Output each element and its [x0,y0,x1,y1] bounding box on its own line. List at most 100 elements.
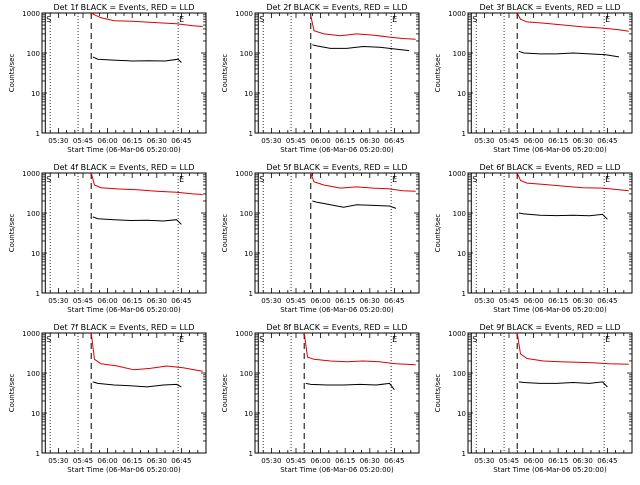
y-axis-label: Counts/sec [8,374,16,413]
y-tick-label: 1000 [448,10,466,18]
x-tick-label: 06:30 [360,297,380,305]
x-tick-label: 06:00 [98,457,118,465]
end-marker-label: E [392,15,397,24]
start-marker-label: S [472,335,477,344]
end-marker-label: E [179,15,184,24]
subplot-det-2f: Det 2f BLACK = Events, RED = LLD 1 10 100 10… [221,3,420,154]
x-tick-label: 06:15 [122,137,142,145]
y-tick-label: 1 [36,130,40,138]
x-tick-label: 06:45 [384,297,404,305]
series-line-events [92,56,182,63]
series-line-events [312,44,410,52]
subplot-title: Det 9f BLACK = Events, RED = LLD [479,323,620,332]
series-line-lld [516,332,629,365]
series-line-events [305,382,395,391]
series-line-lld [310,172,416,192]
y-tick-label: 1000 [235,10,253,18]
x-tick-label: 05:45 [286,137,306,145]
start-marker-label: S [46,335,51,344]
y-tick-label: 1 [36,290,40,298]
x-tick-label: 05:45 [73,457,93,465]
x-axis-label: Start Time (06-Mar-06 05:20:00) [280,306,394,314]
x-tick-label: 06:45 [597,137,617,145]
x-tick-label: 06:30 [147,457,167,465]
x-tick-label: 06:45 [171,137,191,145]
x-tick-label: 05:30 [474,137,494,145]
x-tick-label: 05:45 [286,457,306,465]
y-tick-label: 100 [453,50,466,58]
y-axis-label: Counts/sec [434,374,442,413]
plot-frame [467,12,633,134]
series-line-lld [310,15,416,40]
y-tick-label: 10 [244,90,253,98]
subplot-det-6f: Det 6f BLACK = Events, RED = LLD 1 10 100 10… [434,163,633,314]
series-line-lld [303,332,416,366]
plot-frame [467,332,633,454]
x-tick-label: 06:15 [122,297,142,305]
subplot-title: Det 2f BLACK = Events, RED = LLD [266,3,407,12]
plot-frame [41,172,207,294]
subplot-det-9f: Det 9f BLACK = Events, RED = LLD 1 10 100 10… [434,323,633,474]
x-tick-label: 05:30 [48,297,68,305]
y-tick-label: 1 [462,130,466,138]
y-axis-label: Counts/sec [221,214,229,253]
start-marker-label: S [46,175,51,184]
plot-frame [41,332,207,454]
x-tick-label: 05:30 [261,297,281,305]
y-tick-label: 1000 [22,10,40,18]
x-tick-label: 05:45 [73,297,93,305]
x-tick-label: 06:45 [384,457,404,465]
x-tick-label: 06:15 [548,297,568,305]
x-axis-label: Start Time (06-Mar-06 05:20:00) [280,466,394,474]
x-tick-label: 06:15 [335,137,355,145]
x-tick-label: 05:45 [499,297,519,305]
subplot-title: Det 1f BLACK = Events, RED = LLD [53,3,194,12]
x-axis-label: Start Time (06-Mar-06 05:20:00) [67,466,181,474]
x-tick-label: 06:00 [311,457,331,465]
end-marker-label: E [605,175,610,184]
y-tick-label: 10 [457,410,466,418]
y-tick-label: 100 [240,210,253,218]
y-tick-label: 1000 [235,170,253,178]
x-tick-label: 06:30 [360,137,380,145]
y-tick-label: 1 [36,450,40,458]
plot-frame [467,172,633,294]
y-tick-label: 100 [453,210,466,218]
subplot-title: Det 6f BLACK = Events, RED = LLD [479,163,620,172]
y-tick-label: 1000 [22,330,40,338]
start-marker-label: S [259,15,264,24]
x-tick-label: 05:30 [474,297,494,305]
x-tick-label: 05:45 [73,137,93,145]
x-tick-label: 05:30 [48,137,68,145]
series-line-events [518,212,608,220]
x-tick-label: 06:45 [597,457,617,465]
x-tick-label: 06:00 [524,297,544,305]
x-tick-label: 06:45 [171,457,191,465]
y-tick-label: 100 [453,370,466,378]
end-marker-label: E [392,335,397,344]
series-line-events [92,381,182,388]
y-tick-label: 1000 [235,330,253,338]
x-tick-label: 06:30 [147,137,167,145]
x-axis-label: Start Time (06-Mar-06 05:20:00) [67,306,181,314]
x-tick-label: 06:15 [548,457,568,465]
y-tick-label: 100 [240,50,253,58]
x-tick-label: 05:30 [261,457,281,465]
y-tick-label: 1000 [448,170,466,178]
series-line-events [518,50,619,58]
x-tick-label: 05:30 [48,457,68,465]
subplot-det-5f: Det 5f BLACK = Events, RED = LLD 1 10 100 10… [221,163,420,314]
series-line-lld [516,12,629,32]
subplot-title: Det 7f BLACK = Events, RED = LLD [53,323,194,332]
x-axis-label: Start Time (06-Mar-06 05:20:00) [67,146,181,154]
y-tick-label: 10 [31,90,40,98]
x-tick-label: 06:45 [171,297,191,305]
x-tick-label: 06:30 [360,457,380,465]
y-tick-label: 10 [244,410,253,418]
x-tick-label: 06:00 [98,297,118,305]
subplot-title: Det 3f BLACK = Events, RED = LLD [479,3,620,12]
x-axis-label: Start Time (06-Mar-06 05:20:00) [493,306,607,314]
x-tick-label: 06:45 [597,297,617,305]
x-tick-label: 06:30 [573,137,593,145]
y-axis-label: Counts/sec [434,214,442,253]
